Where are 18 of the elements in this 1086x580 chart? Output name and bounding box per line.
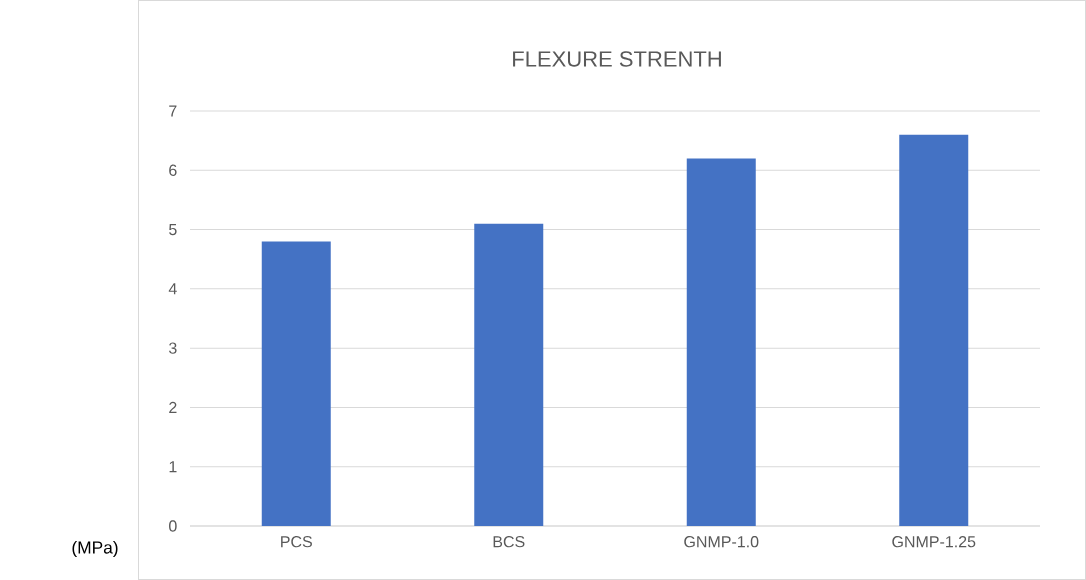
bar	[261, 241, 331, 526]
bar	[474, 223, 544, 526]
x-tick-label: GNMP-1.25	[892, 536, 976, 548]
y-tick-label: 7	[169, 105, 177, 117]
x-tick-label: PCS	[281, 536, 312, 548]
x-tick-label: BCS	[493, 536, 525, 548]
y-tick-label: 3	[169, 342, 177, 354]
y-tick-label: 5	[169, 223, 177, 236]
chart-title: FLEXURE STRENTH	[513, 51, 721, 67]
bar	[686, 158, 756, 526]
bar	[899, 134, 969, 526]
y-tick-label: 1	[169, 461, 177, 473]
y-tick-label: 4	[168, 283, 177, 295]
text: (MPa)	[72, 540, 118, 558]
y-tick-label: 0	[169, 520, 177, 532]
y-tick-label: 6	[169, 164, 177, 176]
x-tick-label: GNMP-1.0	[684, 536, 759, 548]
y-tick-label: 2	[169, 401, 177, 413]
